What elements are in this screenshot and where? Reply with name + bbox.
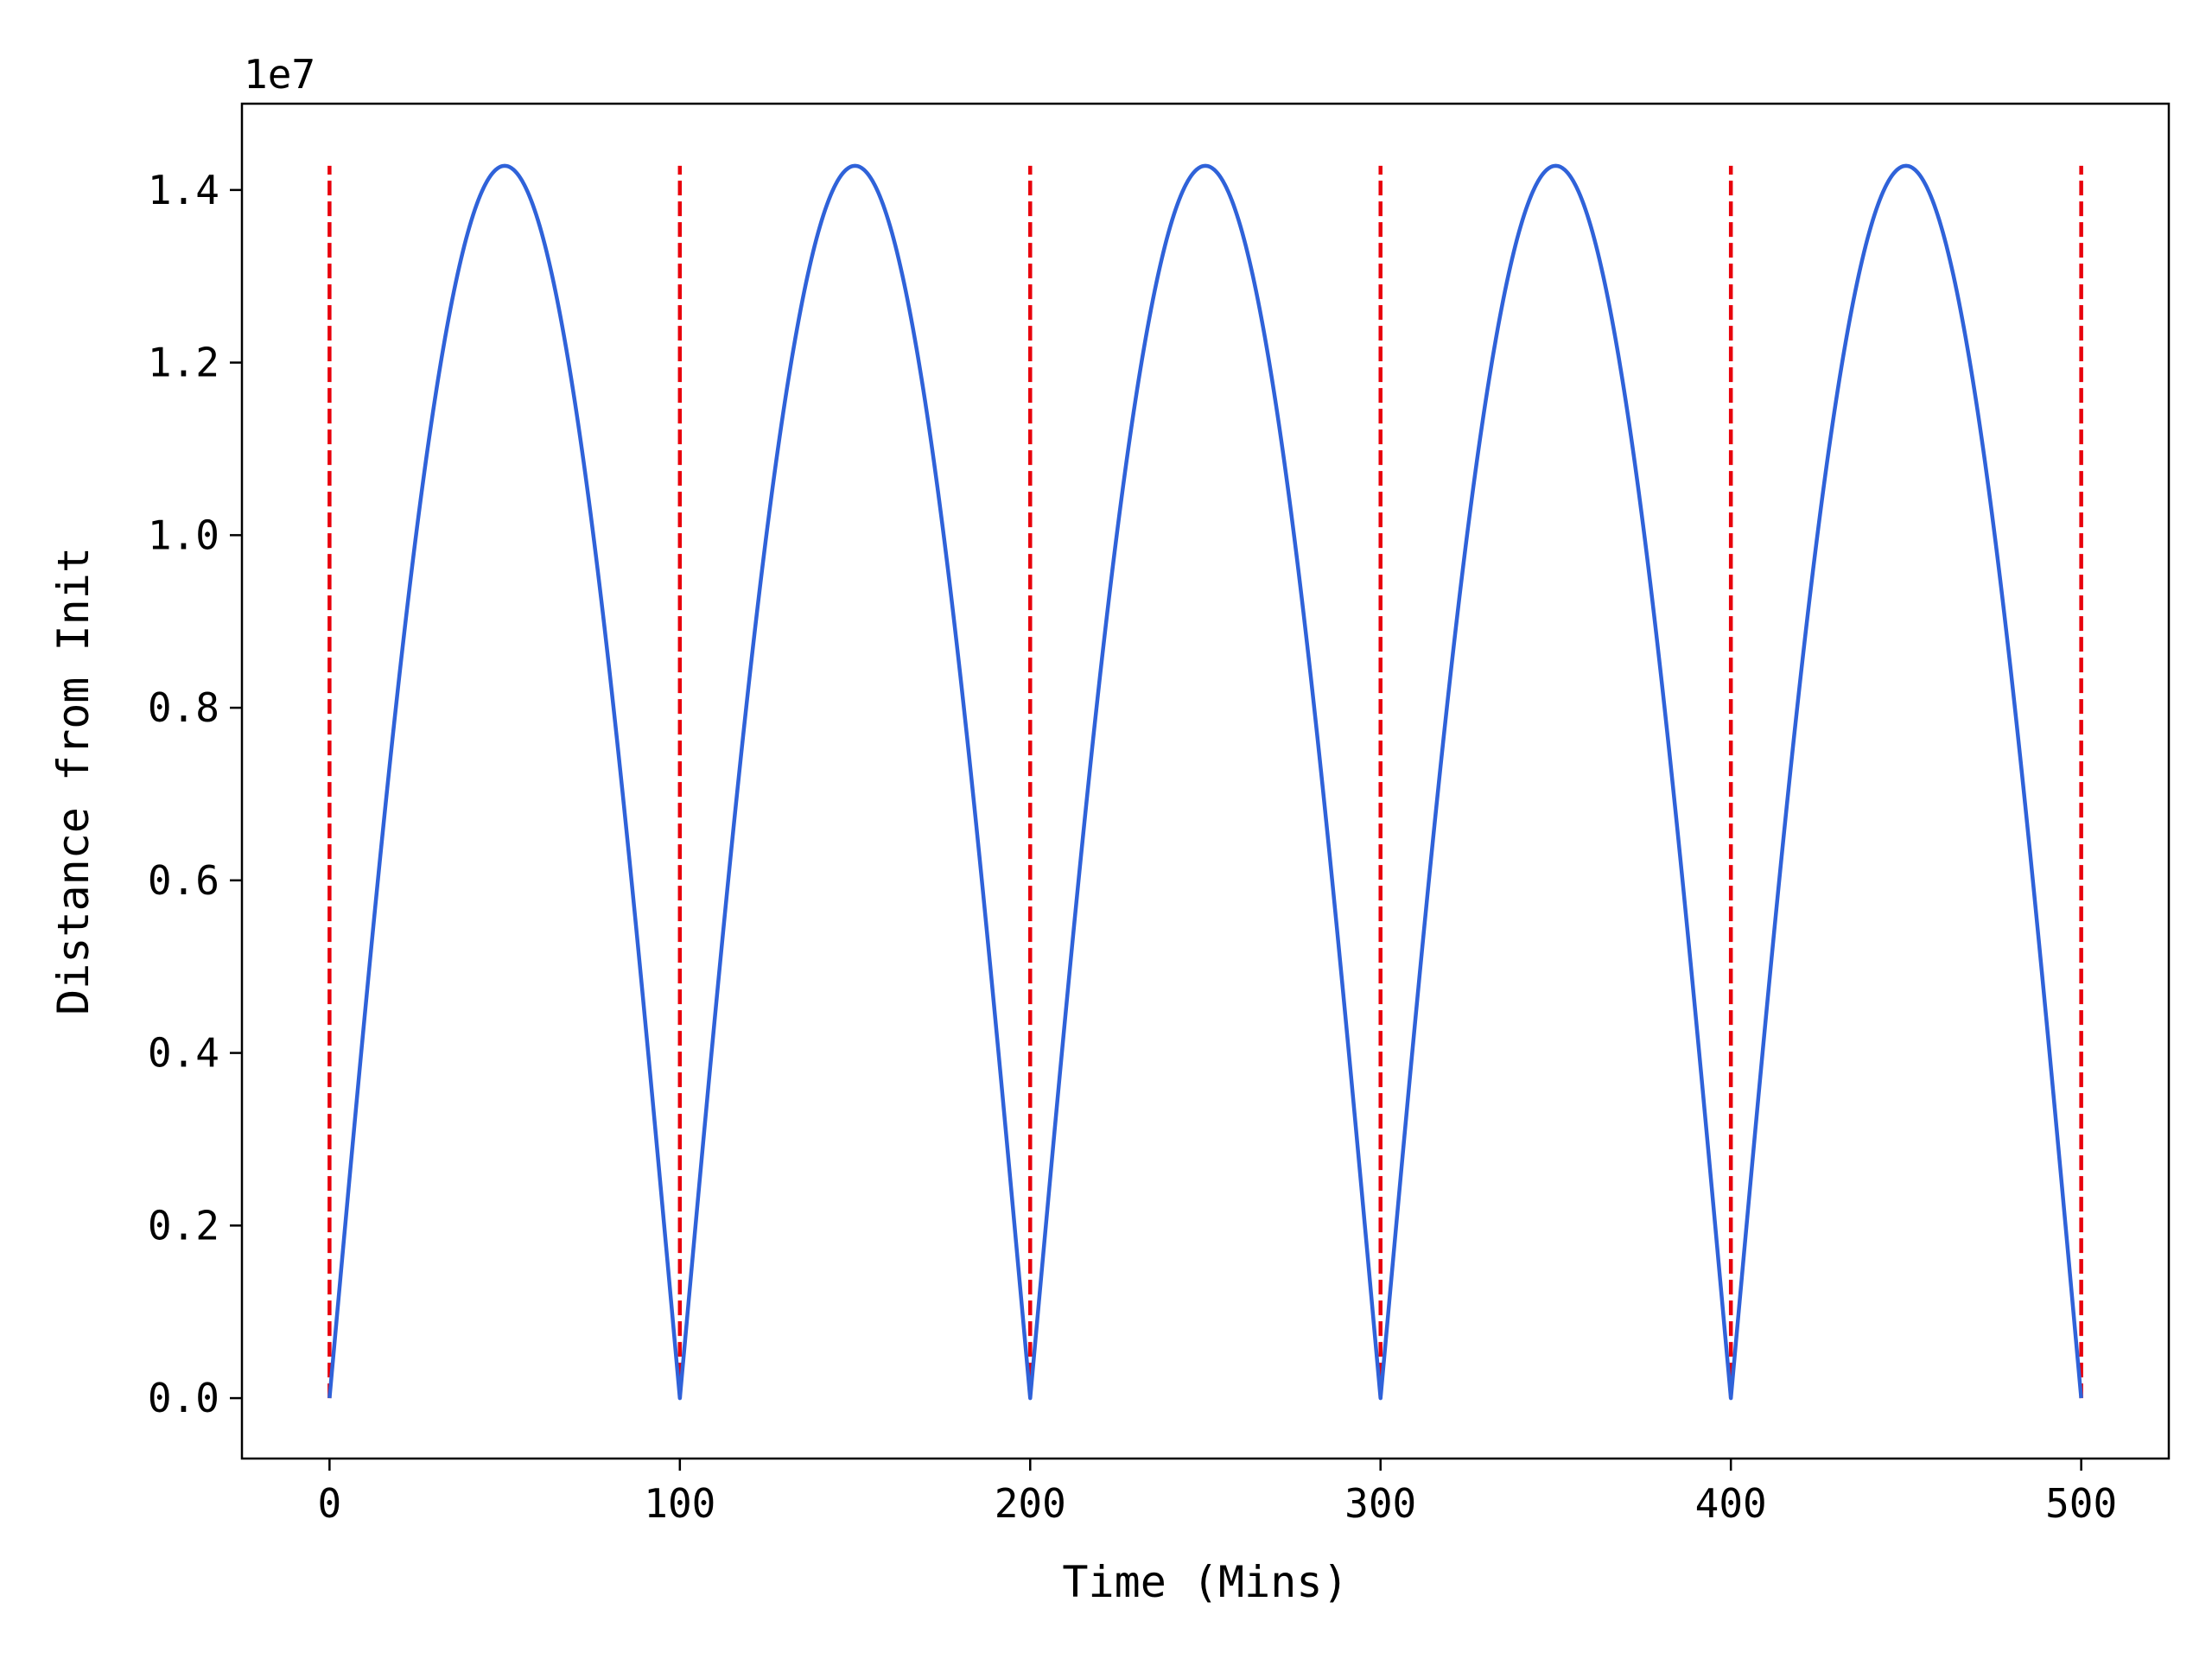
y-tick-label: 1.0 [148,512,219,558]
plot-frame [240,102,2171,1460]
x-axis-ticks: 0 100 200 300 400 500 [318,1459,2117,1527]
period-markers [327,165,2083,1399]
x-tick-label: 200 [995,1480,1066,1527]
y-tick-label: 0.6 [148,857,219,904]
x-tick-label: 100 [644,1480,715,1527]
x-tick-label: 400 [1695,1480,1767,1527]
y-tick-label: 0.4 [148,1030,219,1077]
x-axis-label: Time (Mins) [1062,1557,1348,1607]
y-axis-label: Distance from Init [48,547,99,1015]
y-tick-label: 1.4 [148,167,219,213]
distance-series-line [327,163,2083,1401]
y-tick-label: 0.2 [148,1202,219,1249]
y-axis-offset-text: 1e7 [244,51,315,98]
series-layer [327,163,2083,1401]
y-tick-label: 0.8 [148,684,219,731]
y-axis-ticks: 0.0 0.2 0.4 0.6 0.8 1.0 1.2 1.4 [148,167,242,1421]
x-tick-label: 500 [2045,1480,2117,1527]
y-tick-label: 1.2 [148,340,219,386]
x-tick-label: 300 [1344,1480,1416,1527]
y-tick-label: 0.0 [148,1375,219,1421]
x-tick-label: 0 [318,1480,342,1527]
